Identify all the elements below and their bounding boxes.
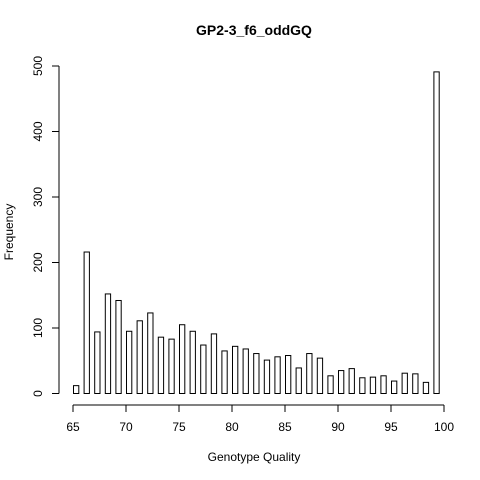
histogram-bar <box>360 378 365 394</box>
histogram-bar <box>190 331 195 393</box>
histogram-bar <box>307 354 312 394</box>
histogram-bar <box>116 300 121 393</box>
histogram-bar <box>211 334 216 394</box>
histogram-bar <box>402 373 407 393</box>
x-tick-label: 70 <box>119 420 133 434</box>
y-tick-label: 100 <box>31 318 45 338</box>
histogram-bar <box>264 360 269 393</box>
x-tick-label: 80 <box>225 420 239 434</box>
histogram-bar <box>328 376 333 394</box>
histogram-bar <box>180 325 185 394</box>
histogram-bar <box>169 339 174 393</box>
y-tick-label: 300 <box>31 187 45 207</box>
histogram-bar <box>95 332 100 394</box>
y-axis-label: Frequency <box>2 204 16 261</box>
histogram-bar <box>254 354 259 394</box>
chart-title: GP2-3_f6_oddGQ <box>196 22 312 38</box>
histogram-bar <box>74 386 79 394</box>
x-axis-label: Genotype Quality <box>208 450 301 464</box>
histogram-bar <box>158 337 163 393</box>
x-tick-label: 90 <box>331 420 345 434</box>
y-tick-label: 500 <box>31 56 45 76</box>
histogram-bar <box>275 357 280 394</box>
y-tick-label: 400 <box>31 121 45 141</box>
x-tick-label: 75 <box>172 420 186 434</box>
x-axis: 65 70 75 80 85 90 95 100 <box>66 405 454 434</box>
histogram-bar <box>233 346 238 393</box>
histogram-bar <box>296 368 301 394</box>
histogram-bar <box>105 294 110 394</box>
histogram-bar <box>84 252 89 393</box>
histogram-bar <box>434 72 439 394</box>
histogram-bar <box>381 376 386 394</box>
histogram-bar <box>243 349 248 394</box>
histogram-bar <box>370 377 375 393</box>
y-tick-label: 0 <box>31 390 45 397</box>
y-axis: 0 100 200 300 400 500 <box>31 56 59 397</box>
x-tick-label: 100 <box>434 420 454 434</box>
x-tick-label: 65 <box>66 420 80 434</box>
histogram-bar <box>286 356 291 394</box>
histogram-bar <box>317 358 322 393</box>
y-tick-label: 200 <box>31 252 45 272</box>
histogram-bar <box>392 381 397 393</box>
bars-group <box>74 72 440 394</box>
x-tick-label: 95 <box>384 420 398 434</box>
histogram-bar <box>148 313 153 394</box>
histogram-bar <box>127 331 132 393</box>
histogram-bar <box>137 321 142 394</box>
histogram-bar <box>413 374 418 394</box>
histogram-bar <box>423 382 428 393</box>
x-tick-label: 85 <box>278 420 292 434</box>
histogram-bar <box>222 351 227 394</box>
histogram-bar <box>339 371 344 394</box>
histogram-bar <box>349 369 354 394</box>
histogram-bar <box>201 345 206 393</box>
